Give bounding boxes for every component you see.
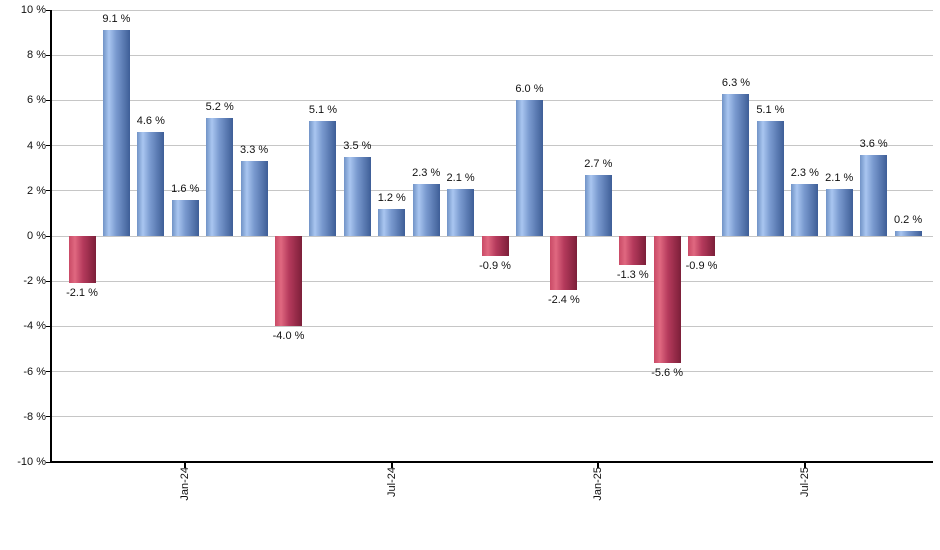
bar-positive [412,184,440,236]
y-axis-tick-label: -6 % [23,365,46,378]
bar-value-label: 5.1 % [756,103,785,116]
gridline [52,9,933,11]
bar-positive [756,120,784,236]
bar-positive [309,120,337,236]
y-axis-tick-label: 10 % [20,4,46,16]
bar-negative [619,236,647,266]
y-axis-tick-label: -2 % [23,275,46,288]
x-axis-tick-label: Jul-24 [385,467,398,497]
gridline [52,99,933,101]
bar-positive [137,132,165,236]
bar-value-label: 3.3 % [240,144,269,157]
bar-positive [584,174,612,236]
bar-value-label: -1.3 % [616,269,649,282]
bar-positive [171,199,199,236]
gridline [52,371,933,373]
bar-negative [688,236,716,257]
bar-value-label: -4.0 % [272,330,305,343]
bar-negative [653,236,681,363]
x-axis-tick [597,462,600,468]
bar-value-label: -0.9 % [479,260,511,273]
bar-value-label: 5.2 % [205,101,234,114]
bar-value-label: 3.5 % [343,139,372,152]
bar-positive [102,30,130,236]
bar-positive [515,100,543,236]
bar-positive [894,231,922,236]
bar-value-label: -5.6 % [651,366,684,379]
x-axis-tick-label: Jul-25 [798,467,811,497]
y-axis-tick [46,9,51,11]
x-axis-line [50,461,933,463]
x-axis-tick-label: Jan-25 [592,467,605,501]
bar-positive [825,188,853,236]
bar-value-label: 2.1 % [446,171,475,184]
bar-value-label: -2.4 % [547,294,580,307]
gridline [52,54,933,56]
y-axis-tick-label: 6 % [27,94,46,107]
y-axis-tick [46,99,51,101]
bar-value-label: 4.6 % [136,115,165,128]
y-axis-tick [46,54,51,56]
y-axis-tick [46,190,51,192]
bar-value-label: 3.6 % [859,137,888,150]
x-axis-tick [390,462,393,468]
y-axis-tick [46,416,51,418]
bar-value-label: 1.2 % [377,191,406,204]
bar-value-label: 6.0 % [515,83,544,96]
bar-value-label: 0.2 % [894,214,923,227]
bar-negative [68,236,96,284]
y-axis-tick [46,235,51,237]
gridline [52,190,933,192]
bar-value-label: 5.1 % [308,103,337,116]
y-axis-tick-label: -4 % [23,320,46,333]
bar-positive [240,161,268,236]
bar-value-label: 9.1 % [102,13,131,26]
gridline [52,325,933,327]
gridline [52,416,933,418]
bar-positive [791,184,819,236]
bar-value-label: -0.9 % [685,260,718,273]
y-axis-tick-label: 0 % [27,230,46,242]
y-axis-tick-label: 2 % [27,184,46,197]
y-axis-tick [46,145,51,147]
y-axis-tick [46,325,51,327]
bar-value-label: -2.1 % [66,287,98,300]
bar-negative [481,236,509,257]
y-axis-tick-label: -8 % [23,410,46,423]
gridline [52,280,933,282]
bar-positive [206,118,234,236]
bar-positive [860,154,888,236]
y-axis-tick-label: -10 % [17,456,46,468]
bar-positive [378,208,406,236]
bar-negative [550,236,578,291]
bar-value-label: 1.6 % [171,182,200,195]
bar-value-label: 2.3 % [412,167,441,180]
bar-negative [275,236,303,327]
x-axis-tick [184,462,187,468]
x-axis-tick-label: Jan-24 [179,467,192,501]
bar-value-label: 2.3 % [790,167,819,180]
bar-positive [722,93,750,236]
y-axis-tick [46,461,51,463]
y-axis-tick-label: 8 % [27,49,46,62]
bar-value-label: 2.7 % [584,157,613,170]
bar-positive [447,188,475,236]
y-axis-line [50,10,52,462]
bar-positive [343,156,371,236]
bar-value-label: 2.1 % [825,171,854,184]
y-axis-tick [46,280,51,282]
bar-value-label: 6.3 % [721,76,751,89]
x-axis-tick [803,462,806,468]
y-axis-tick [46,371,51,373]
gridline [52,145,933,147]
y-axis-tick-label: 4 % [27,139,46,152]
